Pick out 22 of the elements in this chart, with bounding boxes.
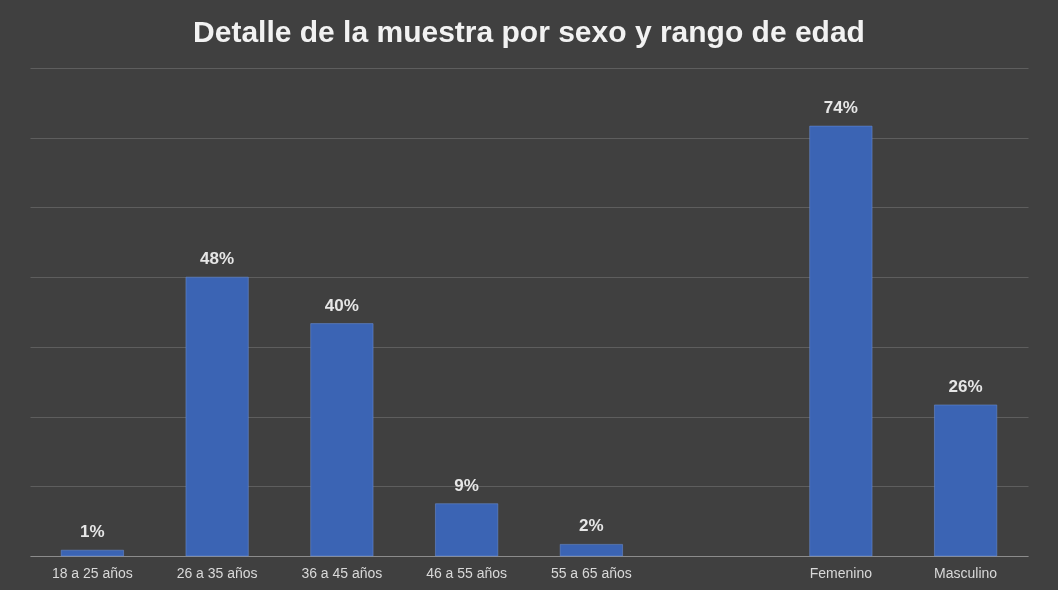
- bar: [185, 276, 249, 557]
- chart-title: Detalle de la muestra por sexo y rango de edad: [193, 15, 865, 48]
- bar: [559, 544, 623, 557]
- data-label: 40%: [324, 295, 359, 315]
- data-label: 2%: [579, 516, 604, 536]
- bar: [809, 125, 873, 557]
- bar: [934, 404, 998, 557]
- x-tick-label: 55 a 65 años: [550, 564, 632, 581]
- data-label: 48%: [200, 249, 235, 269]
- data-label: 74%: [823, 98, 858, 118]
- bar: [60, 549, 124, 557]
- bar: [310, 323, 374, 557]
- bar: [435, 503, 499, 557]
- x-tick-label: Femenino: [809, 564, 873, 581]
- x-tick-label: Masculino: [934, 564, 998, 581]
- data-label: 9%: [454, 475, 479, 495]
- x-tick-label: 36 a 45 años: [301, 564, 383, 581]
- data-label: 26%: [948, 376, 983, 396]
- x-tick-label: 46 a 55 años: [426, 564, 508, 581]
- x-tick-label: 26 a 35 años: [176, 564, 258, 581]
- x-tick-label: 18 a 25 años: [51, 564, 133, 581]
- data-label: 1%: [80, 522, 105, 542]
